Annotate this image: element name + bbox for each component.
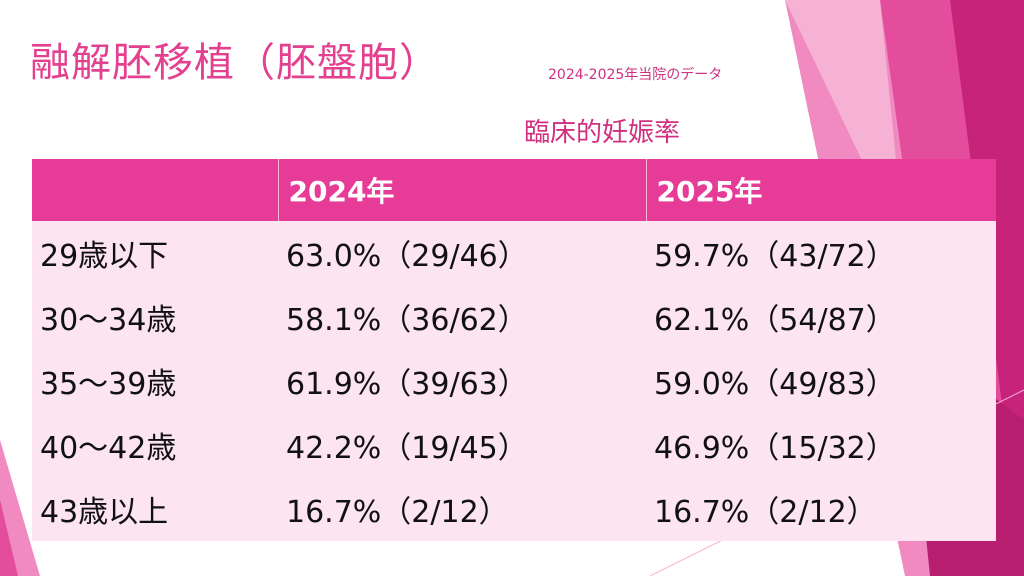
- age-cell: 29歳以下: [40, 239, 169, 274]
- rate-2024-cell: 16.7%（2/12）: [286, 495, 509, 530]
- header-age: [32, 159, 279, 221]
- header-2024: 2024年: [278, 159, 647, 221]
- table-row: 40～42歳 42.2%（19/45） 46.9%（15/32）: [32, 413, 996, 477]
- rate-2024-cell: 63.0%（29/46）: [286, 239, 528, 274]
- rate-2025-cell: 59.0%（49/83）: [654, 367, 896, 402]
- table-header-row: 2024年 2025年: [32, 159, 996, 221]
- page-title: 融解胚移植（胚盤胞）: [30, 40, 440, 86]
- pregnancy-rate-table: 2024年 2025年 29歳以下 63.0%（29/46） 59.7%（43/…: [32, 159, 996, 541]
- table-row: 30～34歳 58.1%（36/62） 62.1%（54/87）: [32, 285, 996, 349]
- age-cell: 40～42歳: [40, 431, 177, 466]
- rate-2025-cell: 59.7%（43/72）: [654, 239, 896, 274]
- decor-facet-left-dark: [0, 500, 18, 576]
- rate-2025-cell: 62.1%（54/87）: [654, 303, 896, 338]
- rate-2024-cell: 42.2%（19/45）: [286, 431, 528, 466]
- age-cell: 30～34歳: [40, 303, 177, 338]
- table-subtitle: 臨床的妊娠率: [524, 118, 681, 148]
- age-cell: 35～39歳: [40, 367, 177, 402]
- age-cell: 43歳以上: [40, 495, 169, 530]
- table-row: 29歳以下 63.0%（29/46） 59.7%（43/72）: [32, 221, 996, 285]
- rate-2025-cell: 16.7%（2/12）: [654, 495, 877, 530]
- rate-2025-cell: 46.9%（15/32）: [654, 431, 896, 466]
- rate-2024-cell: 58.1%（36/62）: [286, 303, 528, 338]
- period-note: 2024-2025年当院のデータ: [548, 67, 723, 83]
- header-2025: 2025年: [656, 175, 763, 208]
- table-row: 35～39歳 61.9%（39/63） 59.0%（49/83）: [32, 349, 996, 413]
- table-row: 43歳以上 16.7%（2/12） 16.7%（2/12）: [32, 477, 996, 541]
- rate-2024-cell: 61.9%（39/63）: [286, 367, 528, 402]
